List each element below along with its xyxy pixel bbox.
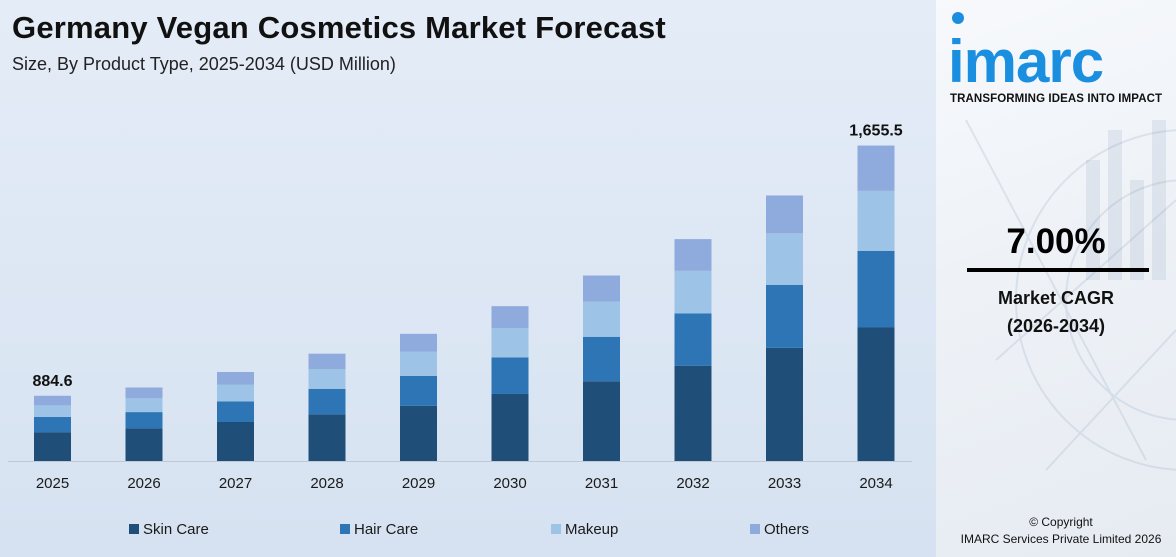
legend-swatch-hair-care [340, 524, 350, 534]
bar-others-2029 [400, 333, 437, 352]
copyright-line-1: © Copyright [1029, 515, 1093, 529]
legend-swatch-makeup [551, 524, 561, 534]
cagr-label: Market CAGR [997, 288, 1115, 308]
bar-makeup-2027 [217, 384, 254, 402]
bar-hair-care-2029 [400, 375, 437, 406]
bar-others-2033 [766, 195, 803, 234]
bar-hair-care-2030 [491, 357, 529, 394]
x-tick-label: 2025 [36, 475, 69, 492]
cagr-value: 7.00% [1006, 222, 1106, 261]
bar-skin-care-2029 [400, 405, 437, 461]
bar-others-2025 [34, 395, 71, 406]
bar-hair-care-2033 [766, 284, 803, 348]
cagr-caption: Market CAGR (2026-2034) [936, 284, 1176, 340]
bar-others-2032 [674, 239, 712, 271]
legend-label-makeup: Makeup [565, 521, 618, 538]
bar-skin-care-2026 [125, 428, 163, 461]
bar-makeup-2034 [857, 190, 895, 251]
bar-skin-care-2028 [308, 414, 346, 461]
brand-tagline: TRANSFORMING IDEAS INTO IMPACT [950, 93, 1163, 105]
chart-panel: Germany Vegan Cosmetics Market Forecast … [0, 0, 936, 557]
bar-skin-care-2034 [857, 327, 895, 461]
bar-hair-care-2026 [125, 412, 163, 429]
bar-makeup-2029 [400, 351, 437, 376]
cagr-divider [967, 268, 1149, 272]
data-label-2034: 1,655.5 [849, 123, 902, 140]
chart-subtitle: Size, By Product Type, 2025-2034 (USD Mi… [12, 54, 396, 74]
legend-label-others: Others [764, 521, 809, 538]
bar-others-2026 [125, 387, 163, 399]
copyright-line-2: IMARC Services Private Limited 2026 [960, 532, 1162, 546]
x-tick-label: 2031 [585, 475, 618, 492]
bar-makeup-2028 [308, 369, 346, 389]
legend-label-skin-care: Skin Care [143, 521, 209, 538]
bar-skin-care-2033 [766, 347, 803, 461]
bar-hair-care-2034 [857, 250, 895, 328]
x-tick-label: 2027 [219, 475, 252, 492]
x-tick-label: 2029 [402, 475, 435, 492]
bar-makeup-2032 [674, 270, 712, 314]
bar-makeup-2025 [34, 405, 71, 417]
bar-makeup-2030 [491, 328, 529, 358]
bar-hair-care-2032 [674, 313, 712, 366]
bar-others-2030 [491, 306, 529, 329]
bar-skin-care-2025 [34, 432, 71, 461]
bar-skin-care-2032 [674, 365, 712, 461]
x-tick-label: 2034 [859, 475, 892, 492]
bar-makeup-2031 [583, 301, 620, 337]
data-label-2025: 884.6 [32, 373, 72, 390]
background-chart-decoration [965, 119, 1176, 471]
bar-others-2034 [857, 145, 895, 191]
bar-others-2028 [308, 353, 346, 370]
bar-skin-care-2030 [491, 393, 529, 461]
bar-hair-care-2025 [34, 416, 71, 433]
legend-swatch-others [750, 524, 760, 534]
x-tick-label: 2026 [127, 475, 160, 492]
legend-swatch-skin-care [129, 524, 139, 534]
bar-makeup-2033 [766, 233, 803, 285]
bar-hair-care-2028 [308, 388, 346, 415]
bar-skin-care-2031 [583, 381, 620, 461]
bar-makeup-2026 [125, 398, 163, 413]
x-tick-label: 2028 [310, 475, 343, 492]
copyright-notice: © Copyright IMARC Services Private Limit… [936, 514, 1176, 548]
bar-hair-care-2027 [217, 401, 254, 423]
x-tick-label: 2033 [768, 475, 801, 492]
brand-logo: imarc [948, 28, 1104, 95]
bar-others-2027 [217, 372, 254, 385]
legend-label-hair-care: Hair Care [354, 521, 418, 538]
bar-others-2031 [583, 275, 620, 302]
logo-dot [952, 12, 964, 24]
bar-hair-care-2031 [583, 336, 620, 382]
bar-skin-care-2027 [217, 422, 254, 461]
x-tick-label: 2030 [493, 475, 526, 492]
stacked-bar-chart: 2025 2026 2027 2028 2029 2030 2031 2032 2033 2034… [8, 123, 912, 538]
sidebar: imarc TRANSFORMING IDEAS INTO IMPACT 7.0… [936, 0, 1176, 557]
x-tick-label: 2032 [676, 475, 709, 492]
chart-title: Germany Vegan Cosmetics Market Forecast [12, 10, 666, 45]
cagr-period: (2026-2034) [1006, 316, 1106, 336]
